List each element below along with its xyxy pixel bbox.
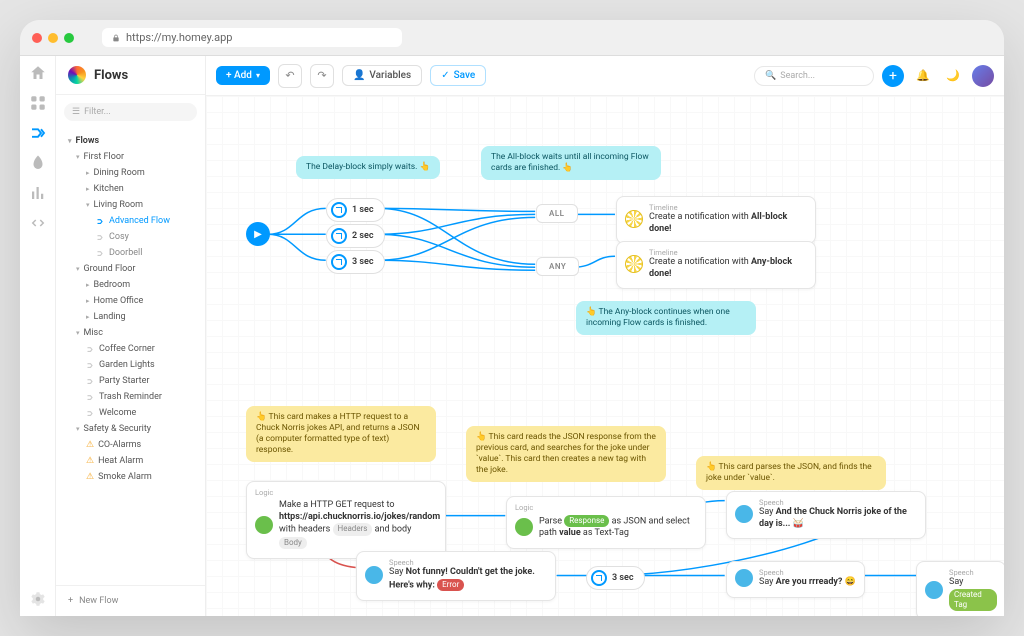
tree-group-misc[interactable]: ▾Misc: [56, 325, 205, 341]
tree-item[interactable]: ▸Bedroom: [56, 277, 205, 293]
minimize-window-icon[interactable]: [48, 33, 58, 43]
card-json[interactable]: Logic Parse Response as JSON and select …: [506, 496, 706, 549]
filter-placeholder: Filter...: [84, 107, 111, 117]
add-circle-button[interactable]: +: [882, 65, 904, 87]
homey-logo-icon: [68, 66, 86, 84]
note-any[interactable]: 👆 The Any-block continues when one incom…: [576, 301, 756, 335]
tree-item[interactable]: ⚠Heat Alarm: [56, 453, 205, 469]
delay-3[interactable]: 3 sec: [326, 250, 385, 274]
card-ready[interactable]: Speech Say Are you rrready? 😄: [726, 561, 865, 598]
laptop-frame: https://my.homey.app Flows ☰Filter... ▾F…: [20, 20, 1004, 616]
tree-flow-cosy[interactable]: Cosy: [56, 229, 205, 245]
browser-chrome: https://my.homey.app: [20, 20, 1004, 56]
redo-button[interactable]: ↷: [310, 64, 334, 88]
speech-icon: [925, 581, 943, 599]
undo-button[interactable]: ↶: [278, 64, 302, 88]
home-icon[interactable]: [29, 64, 47, 82]
timeline-icon: [625, 255, 643, 273]
page-title: Flows: [94, 68, 128, 83]
filter-input[interactable]: ☰Filter...: [64, 103, 197, 121]
search-input[interactable]: 🔍 Search...: [754, 66, 874, 86]
dark-mode-icon[interactable]: 🌙: [942, 65, 964, 87]
logic-icon: [255, 516, 273, 534]
speech-icon: [735, 569, 753, 587]
traffic-lights: [32, 33, 74, 43]
delay-4[interactable]: 3 sec: [586, 566, 645, 590]
tree-group-dining-room[interactable]: ▸Dining Room: [56, 165, 205, 181]
card-timeline-any[interactable]: Timeline Create a notification with Any-…: [616, 241, 816, 289]
energy-icon[interactable]: [29, 154, 47, 172]
card-http[interactable]: Logic Make a HTTP GET request to https:/…: [246, 481, 446, 559]
maximize-window-icon[interactable]: [64, 33, 74, 43]
toolbar: + Add ▾ ↶ ↷ 👤 Variables ✓ Save 🔍 Search.…: [206, 56, 1004, 96]
speech-icon: [365, 566, 383, 584]
tree-group-kitchen[interactable]: ▸Kitchen: [56, 181, 205, 197]
script-icon[interactable]: [29, 214, 47, 232]
tree-root-flows[interactable]: ▾Flows: [56, 133, 205, 149]
gate-any[interactable]: ANY: [536, 257, 579, 276]
start-node[interactable]: ▶: [246, 222, 270, 246]
insights-icon[interactable]: [29, 184, 47, 202]
tree-item[interactable]: Trash Reminder: [56, 389, 205, 405]
gate-all[interactable]: ALL: [536, 204, 578, 223]
card-sayjoke[interactable]: Speech Say And the Chuck Norris joke of …: [726, 491, 926, 539]
sidebar-tree: ▾Flows ▾First Floor ▸Dining Room ▸Kitche…: [56, 129, 205, 585]
tree-group-living-room[interactable]: ▾Living Room: [56, 197, 205, 213]
nav-rail: [20, 56, 56, 616]
close-window-icon[interactable]: [32, 33, 42, 43]
flow-canvas[interactable]: The Delay-block simply waits. 👆 The All-…: [206, 96, 1004, 616]
tree-item[interactable]: Party Starter: [56, 373, 205, 389]
tree-item[interactable]: Coffee Corner: [56, 341, 205, 357]
notifications-icon[interactable]: 🔔: [912, 65, 934, 87]
url-text: https://my.homey.app: [126, 31, 232, 44]
add-button[interactable]: + Add ▾: [216, 66, 270, 85]
url-bar[interactable]: https://my.homey.app: [102, 28, 402, 47]
flows-icon[interactable]: [29, 124, 47, 142]
tree-item[interactable]: ⚠Smoke Alarm: [56, 469, 205, 485]
save-button[interactable]: ✓ Save: [430, 65, 486, 86]
tree-item[interactable]: Garden Lights: [56, 357, 205, 373]
tree-item[interactable]: ⚠CO-Alarms: [56, 437, 205, 453]
sidebar: Flows ☰Filter... ▾Flows ▾First Floor ▸Di…: [56, 56, 206, 616]
new-flow-button[interactable]: +New Flow: [56, 585, 205, 616]
delay-2[interactable]: 2 sec: [326, 224, 385, 248]
note-http[interactable]: 👆 This card makes a HTTP request to a Ch…: [246, 406, 436, 462]
tree-flow-advanced[interactable]: Advanced Flow: [56, 213, 205, 229]
delay-1[interactable]: 1 sec: [326, 198, 385, 222]
tree-group-safety[interactable]: ▾Safety & Security: [56, 421, 205, 437]
sidebar-header: Flows: [56, 56, 205, 95]
note-delay[interactable]: The Delay-block simply waits. 👆: [296, 156, 440, 179]
lock-icon: [112, 34, 120, 42]
tree-item[interactable]: ▸Home Office: [56, 293, 205, 309]
logic-icon: [515, 518, 533, 536]
speech-icon: [735, 505, 753, 523]
app-root: Flows ☰Filter... ▾Flows ▾First Floor ▸Di…: [20, 56, 1004, 616]
note-parse[interactable]: 👆 This card reads the JSON response from…: [466, 426, 666, 482]
card-notfunny[interactable]: Speech Say Not funny! Couldn't get the j…: [356, 551, 556, 601]
note-all[interactable]: The All-block waits until all incoming F…: [481, 146, 661, 180]
tree-group-ground-floor[interactable]: ▾Ground Floor: [56, 261, 205, 277]
tree-item[interactable]: Welcome: [56, 405, 205, 421]
avatar[interactable]: [972, 65, 994, 87]
main-panel: + Add ▾ ↶ ↷ 👤 Variables ✓ Save 🔍 Search.…: [206, 56, 1004, 616]
card-timeline-all[interactable]: Timeline Create a notification with All-…: [616, 196, 816, 244]
timeline-icon: [625, 210, 643, 228]
note-find[interactable]: 👆 This card parses the JSON, and finds t…: [696, 456, 886, 490]
variables-button[interactable]: 👤 Variables: [342, 65, 422, 86]
tree-flow-doorbell[interactable]: Doorbell: [56, 245, 205, 261]
settings-icon[interactable]: [29, 590, 47, 608]
devices-icon[interactable]: [29, 94, 47, 112]
tree-item[interactable]: ▸Landing: [56, 309, 205, 325]
tree-group-first-floor[interactable]: ▾First Floor: [56, 149, 205, 165]
